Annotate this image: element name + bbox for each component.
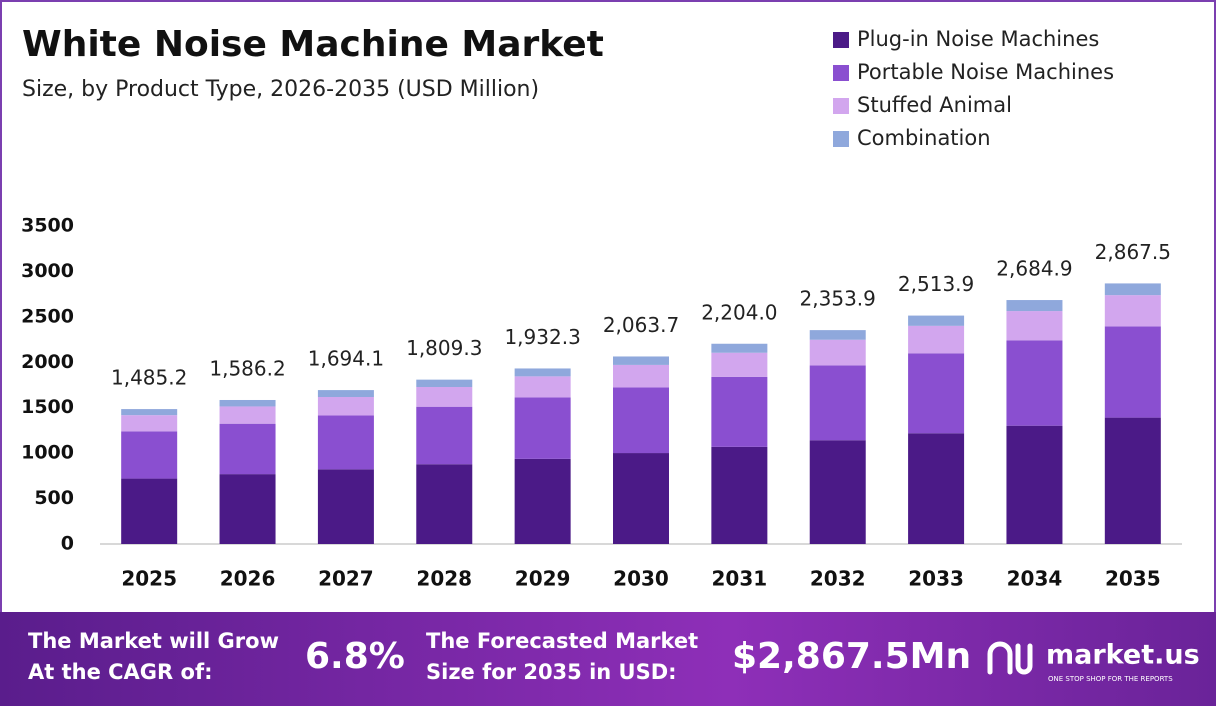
legend-swatch	[833, 32, 849, 48]
bar-segment	[711, 376, 768, 447]
y-tick-label: 2500	[21, 305, 74, 327]
bar-segment	[416, 464, 473, 544]
y-tick-label: 3000	[21, 260, 74, 282]
y-tick-label: 500	[34, 487, 74, 509]
x-tick-label: 2034	[1007, 567, 1063, 591]
legend-label: Portable Noise Machines	[857, 60, 1114, 84]
bar-segment	[1006, 425, 1063, 544]
y-tick-label: 1500	[21, 396, 74, 418]
total-label: 1,694.1	[308, 347, 384, 371]
x-tick-label: 2025	[121, 567, 177, 591]
x-tick-label: 2030	[613, 567, 669, 591]
bar-segment	[908, 433, 965, 544]
bar-segment	[613, 356, 669, 365]
footer-band	[0, 612, 1216, 706]
x-tick-label: 2031	[712, 567, 768, 591]
legend-swatch	[833, 98, 849, 114]
bar-segment	[809, 330, 866, 340]
bar-segment	[121, 478, 178, 544]
bar-segment	[514, 376, 571, 398]
x-tick-label: 2035	[1105, 567, 1161, 591]
total-label: 1,586.2	[209, 356, 285, 380]
legend-label: Plug-in Noise Machines	[857, 27, 1099, 51]
footer-text: The Forecasted Market	[426, 629, 698, 653]
brand-name: market.us	[1046, 640, 1200, 671]
bar-segment	[908, 353, 965, 434]
bar-segment	[317, 415, 374, 470]
forecast-value: $2,867.5Mn	[732, 636, 971, 677]
x-tick-label: 2032	[810, 567, 866, 591]
bar-segment	[416, 386, 473, 407]
bar-segment	[1104, 295, 1161, 327]
y-tick-label: 0	[61, 533, 74, 555]
bar-segment	[613, 364, 669, 388]
bar-segment	[1006, 311, 1063, 341]
x-tick-label: 2028	[416, 567, 472, 591]
x-tick-label: 2026	[220, 567, 276, 591]
brand-tagline: ONE STOP SHOP FOR THE REPORTS	[1048, 675, 1173, 683]
total-label: 1,485.2	[111, 366, 187, 390]
legend-swatch	[833, 65, 849, 81]
bar-segment	[1006, 340, 1063, 426]
chart-title: White Noise Machine Market	[22, 24, 604, 65]
total-label: 1,932.3	[504, 325, 580, 349]
bar-segment	[613, 387, 669, 454]
y-tick-label: 2000	[21, 351, 74, 373]
total-label: 1,809.3	[406, 336, 482, 360]
total-label: 2,063.7	[603, 313, 679, 337]
total-label: 2,684.9	[996, 257, 1072, 281]
bar-segment	[613, 453, 669, 544]
bar-segment	[809, 365, 866, 441]
bar-segment	[219, 423, 276, 475]
footer-text: The Market will Grow	[28, 629, 279, 653]
y-tick-label: 1000	[21, 442, 74, 464]
legend-label: Combination	[857, 126, 991, 150]
bar-segment	[1006, 300, 1063, 312]
total-label: 2,204.0	[701, 300, 777, 324]
total-label: 2,353.9	[800, 287, 876, 311]
legend-swatch	[833, 131, 849, 147]
x-tick-label: 2033	[908, 567, 964, 591]
bar-segment	[317, 390, 374, 397]
bar-segment	[908, 325, 965, 354]
bar-segment	[711, 352, 768, 377]
bar-segment	[711, 343, 768, 353]
x-tick-label: 2029	[515, 567, 571, 591]
bar-segment	[809, 440, 866, 544]
bar-segment	[317, 469, 374, 544]
legend-label: Stuffed Animal	[857, 93, 1012, 117]
bar-segment	[121, 415, 178, 432]
footer-text: At the CAGR of:	[28, 660, 213, 684]
bar-segment	[1104, 417, 1161, 544]
bar-segment	[416, 379, 473, 387]
bar-segment	[1104, 283, 1161, 296]
bar-segment	[711, 446, 768, 544]
bar-segment	[416, 406, 473, 465]
footer-text: Size for 2035 in USD:	[426, 660, 677, 684]
bar-segment	[809, 339, 866, 366]
y-tick-label: 3500	[21, 215, 74, 237]
bar-segment	[514, 458, 571, 544]
brand-logo	[987, 641, 1033, 675]
total-label: 2,513.9	[898, 272, 974, 296]
bar-segment	[219, 399, 276, 407]
chart-subtitle: Size, by Product Type, 2026-2035 (USD Mi…	[22, 77, 539, 102]
bar-segment	[317, 396, 374, 416]
bar-segment	[121, 431, 178, 479]
bar-segment	[908, 315, 965, 326]
bar-segment	[219, 406, 276, 424]
cagr-value: 6.8%	[305, 636, 405, 677]
bar-segment	[1104, 326, 1161, 418]
total-label: 2,867.5	[1095, 240, 1171, 264]
bar-segment	[219, 474, 276, 544]
bar-segment	[121, 409, 178, 416]
x-tick-label: 2027	[318, 567, 374, 591]
bar-segment	[514, 368, 571, 377]
bar-segment	[514, 397, 571, 459]
